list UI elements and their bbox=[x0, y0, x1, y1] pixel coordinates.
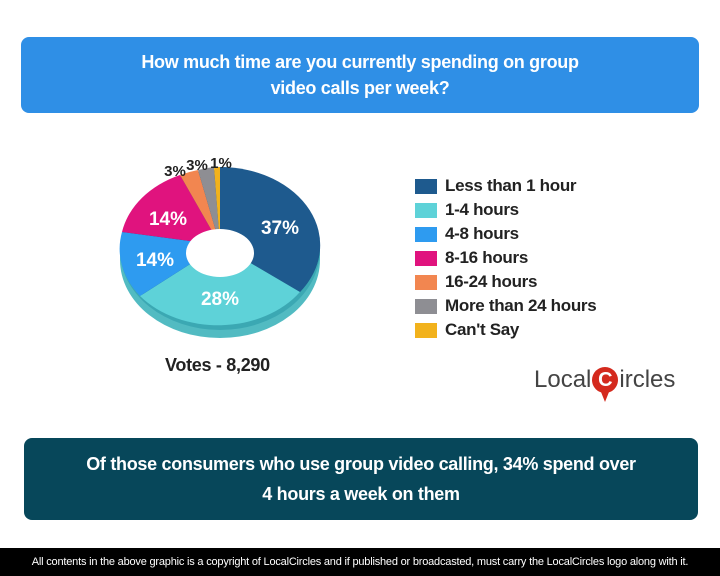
legend-item: 1-4 hours bbox=[415, 198, 596, 222]
legend-label: 16-24 hours bbox=[445, 272, 538, 291]
slice-cant-say bbox=[214, 166, 220, 245]
label-14a: 14% bbox=[136, 250, 174, 271]
question-banner: How much time are you currently spending… bbox=[21, 37, 699, 113]
legend: Less than 1 hour 1-4 hours 4-8 hours 8-16 h… bbox=[415, 174, 597, 342]
legend-swatch bbox=[415, 178, 437, 194]
votes-count: Votes - 8,290 bbox=[165, 355, 270, 375]
label-3b: 3% bbox=[186, 157, 208, 174]
slice-more-than-24-hours bbox=[198, 167, 220, 245]
label-3a: 3% bbox=[164, 163, 186, 180]
slice-8-16-hours bbox=[122, 175, 220, 245]
label-28: 28% bbox=[201, 289, 239, 310]
legend-label: 1-4 hours bbox=[445, 200, 519, 219]
slice-1-4-hours bbox=[140, 245, 300, 326]
localcircles-logo: Local C ircles bbox=[534, 366, 676, 402]
legend-swatch bbox=[415, 250, 437, 266]
legend-item: Less than 1 hour bbox=[415, 174, 596, 198]
legend-label: Can't Say bbox=[445, 320, 520, 339]
legend-swatch bbox=[415, 322, 437, 338]
label-1: 1% bbox=[210, 155, 232, 172]
legend-swatch bbox=[415, 298, 437, 314]
logo-pin-icon: C bbox=[592, 367, 619, 402]
label-14b: 14% bbox=[149, 209, 187, 230]
slice-16-24-hours bbox=[180, 170, 220, 245]
legend-label: 8-16 hours bbox=[445, 248, 528, 267]
logo-text-local: Local bbox=[534, 366, 592, 393]
insight-line-1: Of those consumers who use group video c… bbox=[86, 454, 636, 474]
legend-item: Can't Say bbox=[415, 318, 596, 342]
legend-label: More than 24 hours bbox=[445, 296, 597, 315]
insight-line-2: 4 hours a week on them bbox=[262, 484, 460, 504]
legend-item: More than 24 hours bbox=[415, 294, 597, 318]
slice-less-than-1-hour bbox=[220, 166, 321, 292]
legend-swatch bbox=[415, 226, 437, 242]
legend-label: Less than 1 hour bbox=[445, 176, 577, 195]
donut-chart: 37% 28% 14% 14% 3% 3% 1% bbox=[100, 150, 340, 350]
legend-swatch bbox=[415, 274, 437, 290]
legend-item: 8-16 hours bbox=[415, 246, 596, 270]
logo-text-ircles: ircles bbox=[619, 366, 676, 393]
legend-swatch bbox=[415, 202, 437, 218]
label-37: 37% bbox=[261, 218, 299, 239]
question-line-1: How much time are you currently spending… bbox=[141, 52, 579, 72]
legend-item: 4-8 hours bbox=[415, 222, 596, 246]
copyright-footer: All contents in the above graphic is a c… bbox=[0, 548, 720, 576]
legend-label: 4-8 hours bbox=[445, 224, 519, 243]
question-line-2: video calls per week? bbox=[270, 78, 450, 98]
legend-item: 16-24 hours bbox=[415, 270, 596, 294]
insight-banner: Of those consumers who use group video c… bbox=[24, 438, 698, 520]
